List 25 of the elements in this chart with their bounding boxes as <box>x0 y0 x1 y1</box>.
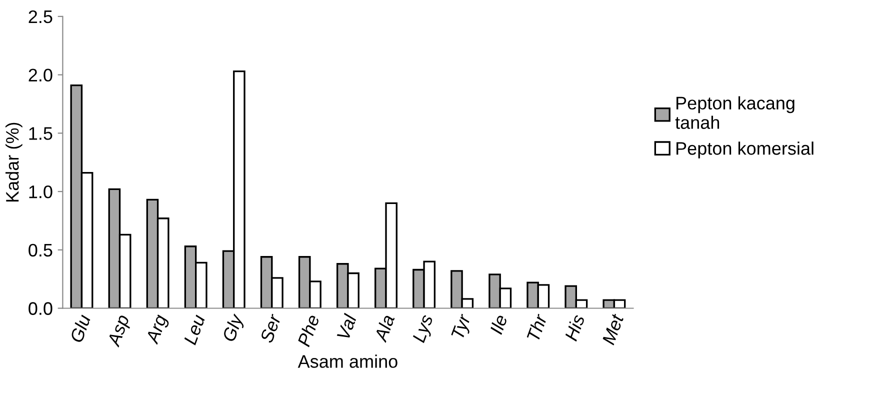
legend-label: Pepton kacang tanah <box>675 96 794 129</box>
x-tick-label: Leu <box>184 314 206 346</box>
y-tick-label: 1.5 <box>29 127 52 140</box>
x-axis-title: Asam amino <box>298 354 398 368</box>
x-tick-label: Lys <box>412 314 437 344</box>
x-tick-label: Gly <box>222 312 247 344</box>
y-axis-title: Kadar (%) <box>6 122 22 202</box>
x-tick-label: Tyr <box>451 312 474 341</box>
legend-label: Pepton komersial <box>676 142 814 158</box>
x-tick-label: Ile <box>489 314 508 335</box>
y-tick-label: 1.0 <box>29 185 52 198</box>
x-tick-label: Glu <box>69 313 91 344</box>
x-tick-label: Ser <box>260 312 282 344</box>
y-tick-label: 2.5 <box>28 10 52 24</box>
x-tick-label: Thr <box>526 312 548 342</box>
y-tick-label: 0.5 <box>28 244 52 257</box>
y-tick-label: 2.0 <box>28 68 52 82</box>
x-tick-label: Met <box>602 312 624 346</box>
x-tick-label: Arg <box>145 313 170 346</box>
x-tick-label: Val <box>336 312 358 340</box>
y-tick-label: 0.0 <box>28 302 52 315</box>
x-tick-label: Ala <box>373 314 395 344</box>
x-tick-label: Asp <box>106 314 133 349</box>
x-tick-label: His <box>564 313 586 342</box>
x-tick-label: Phe <box>296 314 320 348</box>
